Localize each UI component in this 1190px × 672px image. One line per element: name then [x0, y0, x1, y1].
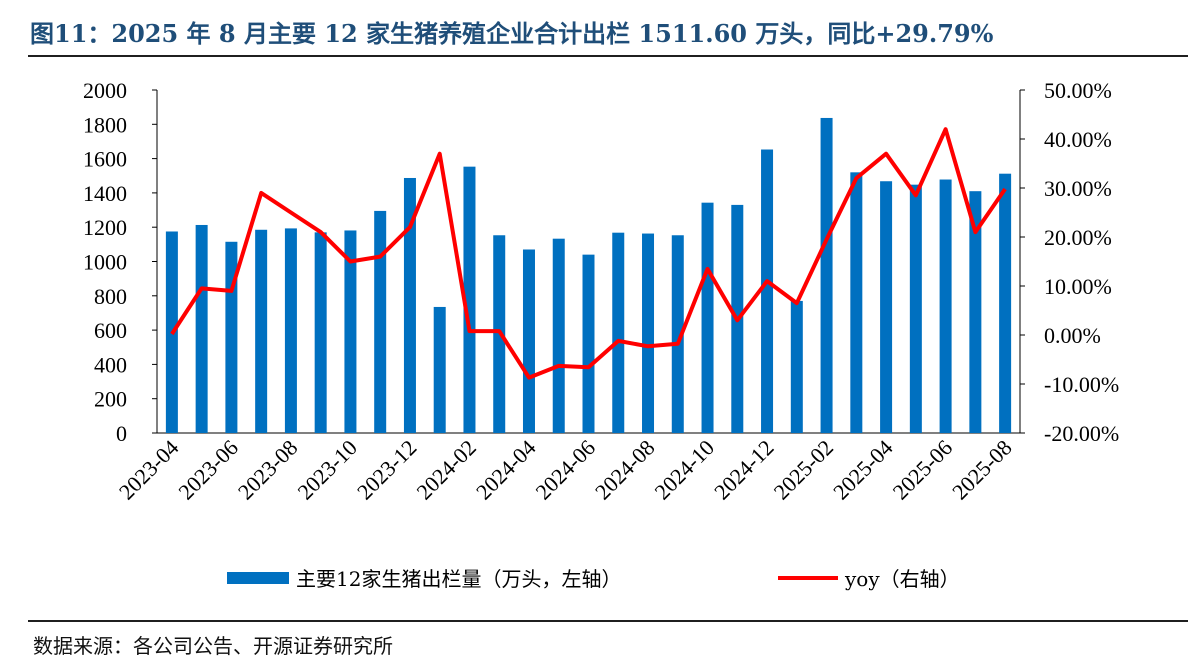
- x-tick-label: 2023-10: [292, 435, 362, 505]
- legend-line-label: yoy（右轴）: [844, 567, 960, 591]
- bar: [314, 232, 327, 433]
- bar: [344, 230, 357, 433]
- chart-title: 图11：2025 年 8 月主要 12 家生猪养殖企业合计出栏 1511.60 …: [30, 19, 994, 48]
- x-tick-label: 2023-08: [233, 435, 303, 505]
- x-tick-label: 2025-04: [828, 435, 898, 505]
- bar: [939, 179, 952, 433]
- source-note: 数据来源：各公司公告、开源证券研究所: [33, 634, 393, 658]
- x-tick-label: 2024-02: [411, 435, 481, 505]
- left-y-tick-label: 1600: [83, 147, 127, 172]
- line-series: [170, 127, 1007, 380]
- bar: [195, 224, 208, 433]
- bar-series: [165, 117, 1012, 433]
- left-y-tick-label: 0: [116, 421, 127, 446]
- bar: [582, 254, 595, 433]
- bar: [909, 184, 922, 433]
- bar: [701, 202, 714, 433]
- right-y-tick-label: 0.00%: [1044, 323, 1101, 348]
- bar: [850, 172, 863, 433]
- left-y-tick-label: 1200: [83, 215, 127, 240]
- bar: [999, 173, 1012, 433]
- bar: [403, 177, 416, 433]
- legend: 主要12家生猪出栏量（万头，左轴） yoy（右轴）: [227, 567, 960, 591]
- bar: [284, 228, 297, 433]
- left-y-tick-label: 200: [94, 387, 127, 412]
- legend-bar-swatch: [227, 572, 289, 584]
- bar: [790, 300, 803, 433]
- right-y-tick-label: 20.00%: [1044, 225, 1112, 250]
- bar: [374, 210, 387, 433]
- bar: [671, 235, 684, 433]
- right-y-tick-label: 40.00%: [1044, 127, 1112, 152]
- bar: [612, 232, 625, 433]
- bar: [433, 306, 446, 433]
- x-tick-label: 2023-12: [352, 435, 422, 505]
- left-y-tick-label: 800: [94, 284, 127, 309]
- right-y-tick-label: 30.00%: [1044, 176, 1112, 201]
- x-tick-label: 2024-12: [709, 435, 779, 505]
- left-y-tick-label: 1400: [83, 181, 127, 206]
- bar: [255, 229, 268, 433]
- x-tick-label: 2025-02: [769, 435, 839, 505]
- bar: [969, 191, 982, 433]
- footer-divider: [28, 620, 1188, 622]
- right-y-tick-label: 10.00%: [1044, 274, 1112, 299]
- bar: [820, 117, 833, 433]
- bar: [552, 238, 565, 433]
- right-y-tick-label: -10.00%: [1044, 372, 1119, 397]
- left-y-tick-label: 1800: [83, 112, 127, 137]
- x-tick-label: 2024-06: [531, 435, 601, 505]
- bar: [463, 166, 476, 433]
- bar: [522, 249, 535, 433]
- x-tick-label: 2025-06: [888, 435, 958, 505]
- left-y-tick-label: 400: [94, 352, 127, 377]
- x-tick-label: 2025-08: [947, 435, 1017, 505]
- x-tick-label: 2024-08: [590, 435, 660, 505]
- bar: [642, 233, 655, 433]
- x-tick-label: 2023-06: [173, 435, 243, 505]
- bar: [761, 149, 774, 433]
- right-y-tick-label: 50.00%: [1044, 78, 1112, 103]
- left-y-tick-label: 2000: [83, 78, 127, 103]
- left-y-tick-label: 1000: [83, 250, 127, 275]
- legend-bar-label: 主要12家生猪出栏量（万头，左轴）: [296, 567, 621, 591]
- right-y-tick-label: -20.00%: [1044, 421, 1119, 446]
- bar: [880, 181, 893, 433]
- yoy-line: [170, 127, 1007, 380]
- title-divider: [28, 55, 1188, 57]
- x-tick-label: 2024-10: [650, 435, 720, 505]
- left-y-tick-label: 600: [94, 318, 127, 343]
- x-tick-label: 2024-04: [471, 435, 541, 505]
- chart-axes: 0 200 400 600 800 1000 1200 1400 1600 1800 2000 -20…: [83, 78, 1119, 504]
